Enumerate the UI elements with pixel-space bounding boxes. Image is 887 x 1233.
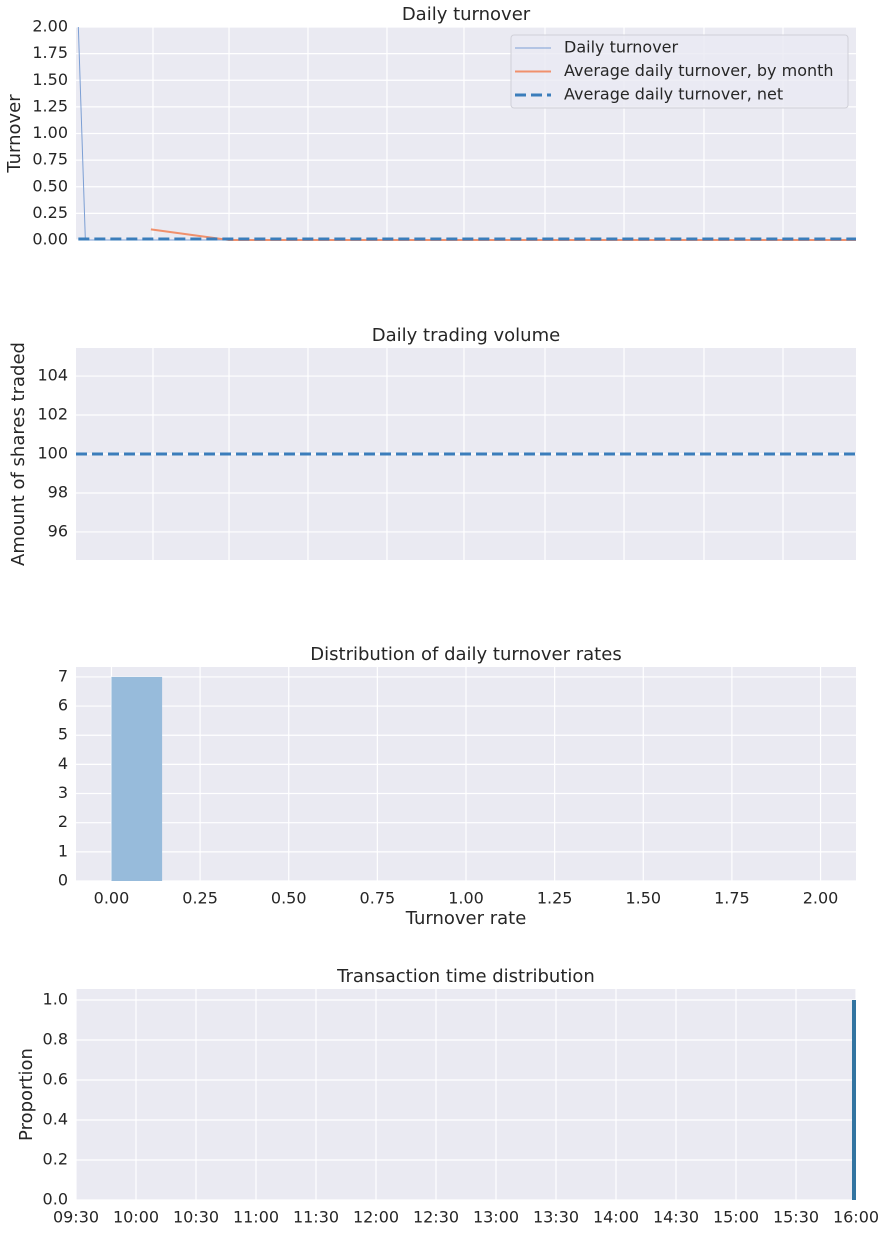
y-tick-label: 1.25 <box>32 96 68 115</box>
chart-title: Transaction time distribution <box>336 966 595 987</box>
x-tick-label: 10:00 <box>113 1208 159 1227</box>
x-tick-label: 1.25 <box>537 889 573 908</box>
y-tick-label: 6 <box>58 696 68 715</box>
x-tick-label: 1.50 <box>625 889 661 908</box>
chart-title: Daily turnover <box>402 4 531 25</box>
y-tick-label: 0.0 <box>43 1190 68 1209</box>
legend-label: Average daily turnover, net <box>564 85 783 104</box>
y-tick-label: 0.2 <box>43 1150 68 1169</box>
hist-bar <box>111 676 163 881</box>
y-tick-label: 5 <box>58 725 68 744</box>
y-tick-label: 0 <box>58 871 68 890</box>
x-tick-label: 14:30 <box>653 1208 699 1227</box>
legend: Daily turnover Average daily turnover, by… <box>510 34 849 109</box>
x-axis-label: Turnover rate <box>405 908 527 929</box>
x-tick-label: 09:30 <box>53 1208 99 1227</box>
y-tick-label: 4 <box>58 754 68 773</box>
y-tick-label: 2 <box>58 812 68 831</box>
y-tick-label: 7 <box>58 666 68 685</box>
x-tick-label: 13:00 <box>473 1208 519 1227</box>
legend-label: Daily turnover <box>564 38 679 57</box>
x-tick-label: 11:30 <box>293 1208 339 1227</box>
y-tick-label: 96 <box>48 521 68 540</box>
y-tick-label: 1.50 <box>32 70 68 89</box>
x-tick-label: 0.00 <box>94 889 130 908</box>
y-tick-label: 0.00 <box>32 230 68 249</box>
bar <box>852 1000 856 1200</box>
x-tick-label: 0.25 <box>182 889 218 908</box>
x-tick-label: 14:00 <box>593 1208 639 1227</box>
chart-title: Distribution of daily turnover rates <box>310 644 621 665</box>
x-tick-label: 12:30 <box>413 1208 459 1227</box>
x-tick-label: 1.75 <box>714 889 750 908</box>
y-tick-label: 1.75 <box>32 43 68 62</box>
x-tick-label: 2.00 <box>803 889 839 908</box>
y-tick-label: 0.25 <box>32 203 68 222</box>
chart-title: Daily trading volume <box>372 325 560 346</box>
y-axis-label: Amount of shares traded <box>8 342 29 566</box>
y-tick-label: 3 <box>58 783 68 802</box>
y-tick-label: 2.00 <box>32 17 68 36</box>
x-tick-label: 12:00 <box>353 1208 399 1227</box>
plot-area <box>76 989 856 1200</box>
y-tick-label: 1 <box>58 841 68 860</box>
x-tick-label: 15:00 <box>713 1208 759 1227</box>
y-tick-label: 100 <box>37 444 68 463</box>
y-tick-label: 104 <box>37 366 68 385</box>
y-tick-label: 102 <box>37 405 68 424</box>
y-tick-label: 0.4 <box>43 1110 68 1129</box>
y-tick-label: 98 <box>48 482 68 501</box>
legend-box <box>510 34 849 109</box>
y-tick-label: 0.6 <box>43 1070 68 1089</box>
y-axis-label: Proportion <box>16 1048 37 1141</box>
y-tick-label: 1.00 <box>32 123 68 142</box>
legend-label: Average daily turnover, by month <box>564 61 834 80</box>
y-axis-label: Turnover <box>4 94 25 174</box>
x-tick-label: 15:30 <box>773 1208 819 1227</box>
y-tick-label: 1.0 <box>43 990 68 1009</box>
x-tick-label: 1.00 <box>448 889 484 908</box>
x-tick-label: 13:30 <box>533 1208 579 1227</box>
y-tick-label: 0.75 <box>32 150 68 169</box>
x-tick-label: 0.50 <box>271 889 307 908</box>
x-tick-label: 11:00 <box>233 1208 279 1227</box>
x-tick-label: 10:30 <box>173 1208 219 1227</box>
x-tick-label: 16:00 <box>833 1208 879 1227</box>
y-tick-label: 0.50 <box>32 176 68 195</box>
y-tick-label: 0.8 <box>43 1030 68 1049</box>
x-tick-label: 0.75 <box>360 889 396 908</box>
